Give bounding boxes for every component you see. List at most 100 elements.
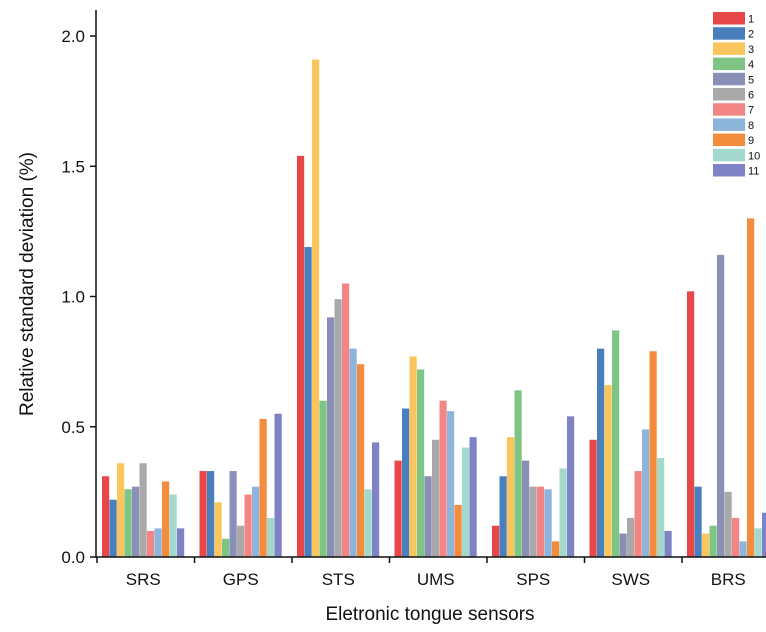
- bar-group-sps: [492, 390, 575, 557]
- bar-sws-series-2: [597, 348, 605, 557]
- bar-brs-series-3: [702, 533, 710, 557]
- legend-label: 9: [748, 135, 754, 147]
- bar-ums-series-8: [447, 411, 455, 557]
- bar-sws-series-4: [612, 330, 620, 557]
- bar-brs-series-8: [739, 541, 747, 557]
- bar-sts-series-3: [312, 59, 320, 558]
- bar-gps-series-1: [199, 471, 207, 557]
- legend-swatch: [713, 12, 745, 25]
- legend-label: 3: [748, 44, 754, 56]
- axes-layer: [95, 10, 766, 558]
- legend-item-11: 11: [713, 164, 759, 178]
- bar-sts-series-5: [327, 317, 335, 557]
- y-tick-label: 1.5: [61, 157, 85, 176]
- bar-srs-series-11: [177, 528, 185, 557]
- bar-gps-series-6: [237, 525, 245, 557]
- bar-sts-series-7: [342, 283, 350, 557]
- y-tick-label: 0.5: [61, 418, 85, 437]
- bar-sws-series-10: [657, 458, 665, 557]
- legend-swatch: [713, 133, 745, 147]
- bar-group-sts: [297, 59, 380, 558]
- bar-sts-series-11: [372, 442, 380, 557]
- bar-sps-series-10: [559, 468, 567, 557]
- bar-brs-series-9: [747, 218, 755, 557]
- bar-sps-series-6: [529, 486, 537, 557]
- legend-swatch: [713, 72, 745, 86]
- bar-sws-series-6: [627, 517, 635, 557]
- bar-ums-series-1: [394, 460, 402, 557]
- bar-group-brs: [687, 218, 766, 557]
- bar-gps-series-5: [229, 471, 237, 557]
- bar-srs-series-7: [147, 530, 155, 557]
- bar-sps-series-1: [492, 525, 500, 557]
- legend-item-10: 10: [713, 148, 760, 162]
- bar-sps-series-7: [537, 486, 545, 557]
- bar-sws-series-9: [649, 351, 657, 557]
- bar-gps-series-4: [222, 538, 230, 557]
- x-tick-label-srs: SRS: [126, 570, 161, 589]
- bar-sps-series-11: [567, 416, 575, 557]
- y-tick-label: 0.0: [61, 548, 85, 567]
- x-tick-label-sps: SPS: [516, 570, 550, 589]
- legend-item-8: 8: [713, 118, 754, 132]
- bar-sws-series-8: [642, 429, 650, 557]
- bar-srs-series-9: [162, 481, 170, 557]
- bar-ums-series-5: [424, 476, 432, 557]
- bar-sts-series-9: [357, 364, 365, 557]
- legend-item-7: 7: [713, 103, 754, 117]
- legend-item-4: 4: [713, 57, 754, 71]
- bar-ums-series-9: [454, 504, 462, 557]
- y-tick-label: 1.0: [61, 288, 85, 307]
- bar-sts-series-4: [319, 400, 327, 557]
- bar-gps-series-8: [252, 486, 260, 557]
- bar-ums-series-10: [462, 447, 470, 557]
- bar-srs-series-8: [154, 528, 162, 557]
- bar-srs-series-10: [169, 494, 177, 557]
- bar-group-sws: [589, 330, 672, 557]
- legend-label: 4: [748, 59, 754, 71]
- x-tick-label-sts: STS: [322, 570, 355, 589]
- legend-swatch: [713, 164, 745, 177]
- legend-swatch: [713, 118, 745, 131]
- legend-label: 11: [748, 166, 759, 178]
- x-ticks: SRS GPS STS UMS SPS SWS BRS: [96, 557, 746, 589]
- bar-brs-series-6: [724, 491, 732, 557]
- bar-sts-series-6: [334, 299, 342, 557]
- legend-item-2: 2: [713, 27, 754, 41]
- legend-swatch: [713, 27, 745, 40]
- legend-item-5: 5: [713, 72, 754, 86]
- bar-brs-series-4: [709, 525, 717, 557]
- legend-item-3: 3: [713, 42, 754, 56]
- bar-srs-series-4: [124, 489, 132, 557]
- legend-item-6: 6: [713, 88, 754, 102]
- legend-swatch: [713, 103, 745, 116]
- x-tick-label-ums: UMS: [417, 570, 455, 589]
- bar-brs-series-11: [762, 512, 766, 557]
- bar-srs-series-6: [139, 463, 147, 557]
- y-ticks: 0.0 0.5 1.0 1.5 2.0: [61, 27, 96, 567]
- bar-sps-series-3: [507, 437, 515, 557]
- legend-swatch: [713, 57, 745, 71]
- bar-brs-series-10: [754, 528, 762, 557]
- bar-sws-series-1: [589, 439, 597, 557]
- y-tick-label: 2.0: [61, 27, 85, 46]
- legend-label: 1: [748, 14, 754, 26]
- bar-gps-series-11: [274, 413, 282, 557]
- bar-sps-series-4: [514, 390, 522, 557]
- bar-brs-series-7: [732, 517, 740, 557]
- bar-ums-series-3: [409, 356, 417, 557]
- bar-group-srs: [102, 463, 185, 557]
- bar-gps-series-9: [259, 418, 267, 557]
- bar-group-ums: [394, 356, 477, 557]
- bar-sws-series-3: [604, 385, 612, 557]
- bar-brs-series-2: [694, 486, 702, 557]
- bar-sts-series-2: [304, 247, 312, 557]
- legend-swatch: [713, 148, 745, 162]
- x-axis-title: Eletronic tongue sensors: [325, 604, 534, 625]
- x-tick-label-gps: GPS: [223, 570, 259, 589]
- bar-sws-series-5: [619, 533, 627, 557]
- legend-swatch: [713, 42, 745, 55]
- bar-srs-series-2: [109, 499, 117, 557]
- bar-sps-series-5: [522, 460, 530, 557]
- bar-ums-series-6: [432, 439, 440, 557]
